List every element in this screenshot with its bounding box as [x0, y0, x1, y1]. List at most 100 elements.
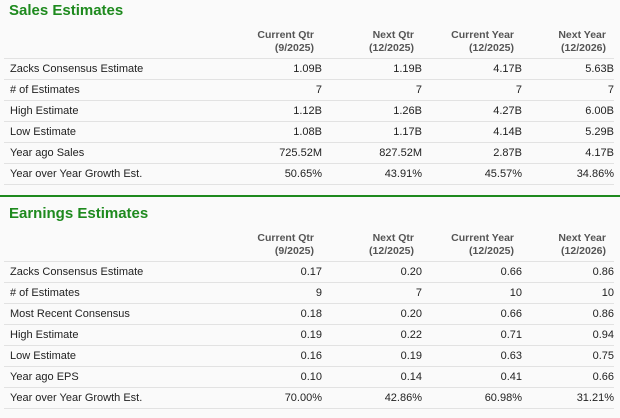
- cell-value: 0.18: [194, 303, 322, 325]
- column-period: (12/2025): [369, 245, 414, 257]
- column-label: Current Year: [451, 232, 514, 244]
- cell-value: 0.86: [522, 261, 614, 283]
- header-current-qtr: Current Qtr (9/2025): [194, 229, 322, 262]
- cell-value: 0.17: [194, 261, 322, 283]
- header-label-col: [4, 229, 194, 262]
- table-row: Year over Year Growth Est. 70.00% 42.86%…: [4, 387, 614, 409]
- cell-value: 1.08B: [194, 121, 322, 143]
- cell-value: 7: [522, 79, 614, 101]
- cell-value: 0.41: [422, 366, 522, 388]
- cell-value: 42.86%: [322, 387, 422, 409]
- column-label: Current Qtr: [257, 232, 314, 244]
- cell-value: 7: [322, 79, 422, 101]
- cell-value: 0.16: [194, 345, 322, 367]
- cell-value: 0.94: [522, 324, 614, 346]
- cell-value: 1.12B: [194, 100, 322, 122]
- cell-value: 34.86%: [522, 163, 614, 185]
- row-label: Year over Year Growth Est.: [4, 387, 194, 409]
- cell-value: 0.63: [422, 345, 522, 367]
- table-row: Low Estimate 0.16 0.19 0.63 0.75: [4, 345, 614, 367]
- column-label: Next Qtr: [372, 29, 414, 41]
- cell-value: 0.22: [322, 324, 422, 346]
- table-row: Zacks Consensus Estimate 1.09B 1.19B 4.1…: [4, 58, 614, 80]
- cell-value: 43.91%: [322, 163, 422, 185]
- cell-value: 0.14: [322, 366, 422, 388]
- earnings-estimates-title: Earnings Estimates: [9, 205, 149, 222]
- table-row: Year ago EPS 0.10 0.14 0.41 0.66: [4, 366, 614, 388]
- table-row: # of Estimates 7 7 7 7: [4, 79, 614, 101]
- row-label: Low Estimate: [4, 345, 194, 367]
- cell-value: 0.66: [422, 261, 522, 283]
- sales-estimates-table: Current Qtr (9/2025) Next Qtr (12/2025) Cu…: [4, 26, 614, 185]
- column-period: (12/2025): [469, 42, 514, 54]
- section-divider: [0, 195, 620, 197]
- header-next-year: Next Year (12/2026): [522, 26, 614, 59]
- cell-value: 1.17B: [322, 121, 422, 143]
- cell-value: 45.57%: [422, 163, 522, 185]
- cell-value: 0.10: [194, 366, 322, 388]
- cell-value: 827.52M: [322, 142, 422, 164]
- cell-value: 0.86: [522, 303, 614, 325]
- table-row: Zacks Consensus Estimate 0.17 0.20 0.66 …: [4, 261, 614, 283]
- cell-value: 1.26B: [322, 100, 422, 122]
- cell-value: 9: [194, 282, 322, 304]
- row-label: Most Recent Consensus: [4, 303, 194, 325]
- row-label: Zacks Consensus Estimate: [4, 261, 194, 283]
- cell-value: 0.20: [322, 261, 422, 283]
- cell-value: 7: [194, 79, 322, 101]
- row-label: High Estimate: [4, 100, 194, 122]
- header-label-col: [4, 26, 194, 59]
- cell-value: 4.14B: [422, 121, 522, 143]
- column-period: (12/2025): [369, 42, 414, 54]
- cell-value: 7: [422, 79, 522, 101]
- row-label: Year ago Sales: [4, 142, 194, 164]
- column-label: Next Year: [558, 232, 606, 244]
- cell-value: 2.87B: [422, 142, 522, 164]
- cell-value: 0.19: [322, 345, 422, 367]
- cell-value: 0.19: [194, 324, 322, 346]
- cell-value: 0.75: [522, 345, 614, 367]
- cell-value: 60.98%: [422, 387, 522, 409]
- cell-value: 31.21%: [522, 387, 614, 409]
- header-current-year: Current Year (12/2025): [422, 26, 522, 59]
- row-label: Low Estimate: [4, 121, 194, 143]
- table-row: Year over Year Growth Est. 50.65% 43.91%…: [4, 163, 614, 185]
- cell-value: 0.71: [422, 324, 522, 346]
- table-row: # of Estimates 9 7 10 10: [4, 282, 614, 304]
- cell-value: 5.63B: [522, 58, 614, 80]
- sales-estimates-section: Sales Estimates Current Qtr (9/2025) Next…: [0, 0, 620, 185]
- header-next-year: Next Year (12/2026): [522, 229, 614, 262]
- cell-value: 0.66: [522, 366, 614, 388]
- cell-value: 50.65%: [194, 163, 322, 185]
- table-row: Low Estimate 1.08B 1.17B 4.14B 5.29B: [4, 121, 614, 143]
- row-label: # of Estimates: [4, 79, 194, 101]
- cell-value: 4.27B: [422, 100, 522, 122]
- table-header-row: Current Qtr (9/2025) Next Qtr (12/2025) Cu…: [4, 229, 614, 262]
- cell-value: 1.19B: [322, 58, 422, 80]
- table-row: High Estimate 1.12B 1.26B 4.27B 6.00B: [4, 100, 614, 122]
- cell-value: 1.09B: [194, 58, 322, 80]
- row-label: Year ago EPS: [4, 366, 194, 388]
- cell-value: 0.66: [422, 303, 522, 325]
- header-current-year: Current Year (12/2025): [422, 229, 522, 262]
- cell-value: 4.17B: [522, 142, 614, 164]
- cell-value: 0.20: [322, 303, 422, 325]
- cell-value: 70.00%: [194, 387, 322, 409]
- earnings-estimates-table: Current Qtr (9/2025) Next Qtr (12/2025) Cu…: [4, 229, 614, 409]
- cell-value: 10: [522, 282, 614, 304]
- cell-value: 7: [322, 282, 422, 304]
- row-label: # of Estimates: [4, 282, 194, 304]
- sales-estimates-title: Sales Estimates: [9, 2, 124, 19]
- column-label: Current Year: [451, 29, 514, 41]
- column-period: (12/2026): [561, 42, 606, 54]
- row-label: High Estimate: [4, 324, 194, 346]
- row-label: Year over Year Growth Est.: [4, 163, 194, 185]
- column-period: (12/2025): [469, 245, 514, 257]
- cell-value: 10: [422, 282, 522, 304]
- column-period: (9/2025): [274, 245, 314, 257]
- table-header-row: Current Qtr (9/2025) Next Qtr (12/2025) Cu…: [4, 26, 614, 59]
- row-label: Zacks Consensus Estimate: [4, 58, 194, 80]
- table-row: Year ago Sales 725.52M 827.52M 2.87B 4.1…: [4, 142, 614, 164]
- earnings-estimates-section: Earnings Estimates Current Qtr (9/2025) N…: [0, 197, 620, 409]
- cell-value: 4.17B: [422, 58, 522, 80]
